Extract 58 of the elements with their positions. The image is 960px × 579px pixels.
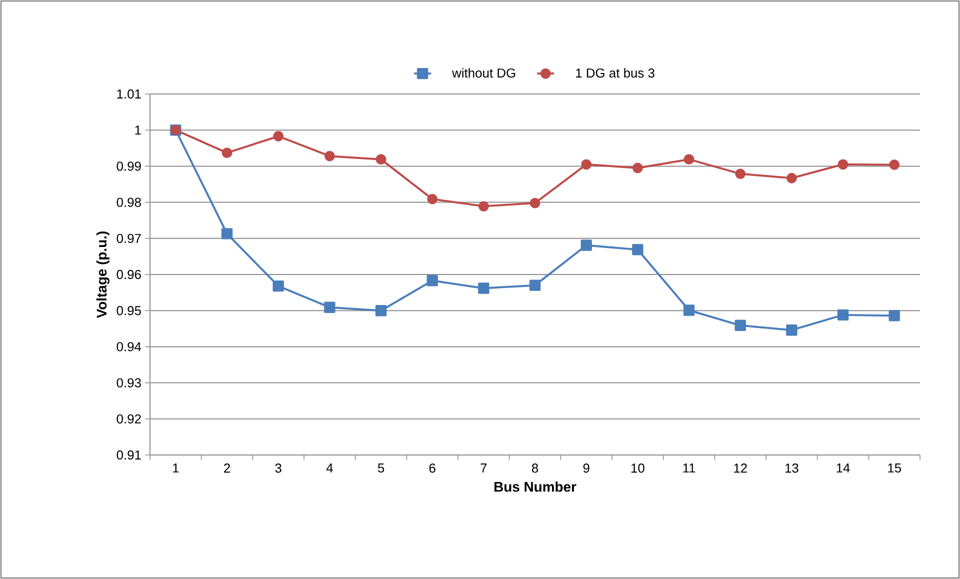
x-tick-label: 5 (378, 464, 384, 473)
point (478, 201, 489, 212)
point (580, 240, 592, 251)
point (838, 159, 848, 170)
point (632, 244, 644, 256)
x-tick-label: 4 (326, 464, 333, 472)
point (734, 320, 746, 332)
y-tick-label: 1.01 (117, 89, 141, 99)
x-tick-label: 3 (275, 464, 282, 473)
x-tick-label: 7 (480, 464, 487, 472)
point (426, 275, 438, 286)
point (581, 159, 592, 170)
point (529, 280, 541, 291)
y-tick-label: 0.95 (116, 306, 141, 316)
x-tick-label: 11 (683, 464, 696, 472)
point (221, 228, 233, 240)
x-tick-label: 1 (173, 464, 179, 472)
y-axis-title: Voltage (p.u.) (96, 232, 110, 318)
point (889, 160, 900, 170)
y-tick-label: 1 (135, 126, 141, 135)
x-tick-label: 10 (631, 464, 644, 473)
point (375, 305, 387, 316)
legend-label: 1 DG at bus 3 (576, 68, 654, 78)
x-axis-title: Bus Number (494, 482, 576, 492)
x-tick-label: 15 (888, 464, 901, 473)
point (888, 310, 900, 322)
y-tick-label: 0.96 (116, 270, 141, 280)
point (735, 168, 746, 179)
y-tick-label: 0.93 (116, 378, 141, 388)
point (376, 154, 386, 165)
point (786, 324, 798, 336)
point (222, 148, 232, 158)
y-tick-label: 0.98 (116, 198, 141, 207)
point (273, 131, 284, 142)
y-tick-label: 0.92 (116, 414, 141, 424)
point (684, 154, 694, 165)
x-tick-label: 9 (583, 464, 590, 473)
point (427, 194, 438, 204)
y-tick-label: 0.97 (116, 234, 141, 243)
point (324, 302, 336, 313)
point (478, 282, 490, 294)
legend-label: without DG (452, 68, 516, 78)
x-tick-label: 8 (532, 464, 538, 473)
x-tick-label: 12 (734, 464, 747, 473)
x-tick-label: 6 (429, 464, 436, 473)
point (683, 304, 695, 316)
point (632, 162, 643, 174)
x-tick-label: 2 (224, 464, 230, 473)
point (272, 280, 284, 292)
y-tick-label: 0.99 (116, 162, 141, 171)
x-tick-label: 13 (785, 464, 798, 473)
point (530, 198, 540, 208)
y-tick-label: 0.94 (116, 342, 142, 352)
y-tick-label: 0.91 (116, 450, 141, 460)
point (324, 150, 335, 162)
point (786, 172, 797, 184)
x-tick-label: 14 (836, 464, 850, 472)
point (837, 309, 849, 321)
